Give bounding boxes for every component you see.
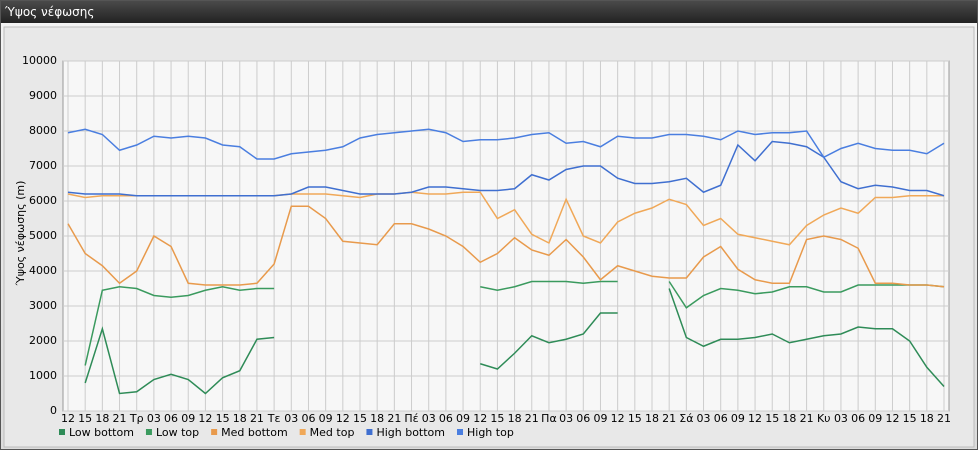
x-tick-label: 03 <box>147 412 161 425</box>
x-tick-label: 03 <box>284 412 298 425</box>
y-tick-label: 7000 <box>29 159 57 172</box>
x-tick-label: Τε <box>267 412 281 425</box>
x-tick-label: 09 <box>319 412 333 425</box>
series-line <box>84 288 945 395</box>
x-tick-label: 06 <box>439 412 453 425</box>
y-tick-label: 8000 <box>29 124 57 137</box>
legend-swatch <box>366 429 373 435</box>
x-tick-label: 18 <box>95 412 109 425</box>
series-line <box>67 205 945 288</box>
y-tick-label: 9000 <box>29 89 57 102</box>
x-tick-label: 18 <box>920 412 934 425</box>
x-tick-label: 18 <box>508 412 522 425</box>
legend-label: Low bottom <box>69 426 134 439</box>
series-line <box>67 128 945 160</box>
x-tick-label: 12 <box>748 412 762 425</box>
x-tick-label: Σά <box>679 412 693 425</box>
y-tick-label: 4000 <box>29 264 57 277</box>
y-tick-label: 0 <box>50 404 57 417</box>
legend-swatch <box>299 429 306 435</box>
y-axis-label: Ύψος νέφωσης (m) <box>14 181 27 287</box>
x-tick-label: 12 <box>198 412 212 425</box>
x-tick-label: Πα <box>541 412 557 425</box>
x-tick-label: 12 <box>473 412 487 425</box>
x-tick-label: 15 <box>765 412 779 425</box>
x-tick-label: 03 <box>697 412 711 425</box>
legend-swatch <box>59 429 65 435</box>
x-tick-label: 15 <box>353 412 367 425</box>
x-tick-label: 21 <box>525 412 539 425</box>
x-tick-label: 15 <box>628 412 642 425</box>
x-tick-label: 06 <box>714 412 728 425</box>
y-tick-label: 3000 <box>29 299 57 312</box>
y-tick-label: 5000 <box>29 229 57 242</box>
x-tick-label: 06 <box>576 412 590 425</box>
x-tick-label: 15 <box>216 412 230 425</box>
x-tick-label: Κυ <box>817 412 831 425</box>
x-tick-label: 09 <box>593 412 607 425</box>
x-tick-label: 18 <box>782 412 796 425</box>
x-tick-label: Πέ <box>404 412 418 425</box>
legend-label: High bottom <box>376 426 445 439</box>
x-tick-label: 21 <box>800 412 814 425</box>
x-tick-label: 09 <box>181 412 195 425</box>
x-tick-label: 15 <box>903 412 917 425</box>
legend-swatch <box>457 429 463 435</box>
y-tick-label: 1000 <box>29 369 57 382</box>
x-tick-label: 21 <box>387 412 401 425</box>
chart: Ύψος νέφωσης (m) 12 15 18 21 Τρ 03 06 09 12 15 18 2… <box>3 26 975 448</box>
x-tick-label: 03 <box>422 412 436 425</box>
x-tick-label: 21 <box>662 412 676 425</box>
x-tick-label: 18 <box>233 412 247 425</box>
x-tick-label: 09 <box>731 412 745 425</box>
series-line <box>67 140 945 197</box>
legend-label: Med top <box>310 426 355 439</box>
legend-swatch <box>211 429 218 435</box>
legend-swatch <box>145 429 152 435</box>
y-tick-label: 2000 <box>29 334 57 347</box>
x-tick-label: 09 <box>456 412 470 425</box>
legend-label: Low top <box>156 426 199 439</box>
x-tick-label: 12 <box>885 412 899 425</box>
x-tick-label: 21 <box>937 412 951 425</box>
x-tick-label: 09 <box>868 412 882 425</box>
title-bar: Ύψος νέφωσης <box>1 1 977 23</box>
x-tick-label: 12 <box>611 412 625 425</box>
x-tick-label: 15 <box>78 412 92 425</box>
x-tick-label: 21 <box>250 412 264 425</box>
x-tick-label: 06 <box>851 412 865 425</box>
x-tick-label: 21 <box>113 412 127 425</box>
legend-label: High top <box>467 426 514 439</box>
x-tick-label: 06 <box>301 412 315 425</box>
series-line <box>84 280 945 366</box>
x-tick-label: 03 <box>559 412 573 425</box>
y-tick-label: 10000 <box>22 54 57 67</box>
x-tick-label: 15 <box>490 412 504 425</box>
legend-label: Med bottom <box>221 426 288 439</box>
x-tick-label: 12 <box>336 412 350 425</box>
x-tick-label: 18 <box>370 412 384 425</box>
x-tick-label: 06 <box>164 412 178 425</box>
x-tick-label: 18 <box>645 412 659 425</box>
x-tick-label: 03 <box>834 412 848 425</box>
x-tick-label: 12 <box>61 412 75 425</box>
x-tick-label: Τρ <box>129 412 144 425</box>
y-tick-label: 6000 <box>29 194 57 207</box>
